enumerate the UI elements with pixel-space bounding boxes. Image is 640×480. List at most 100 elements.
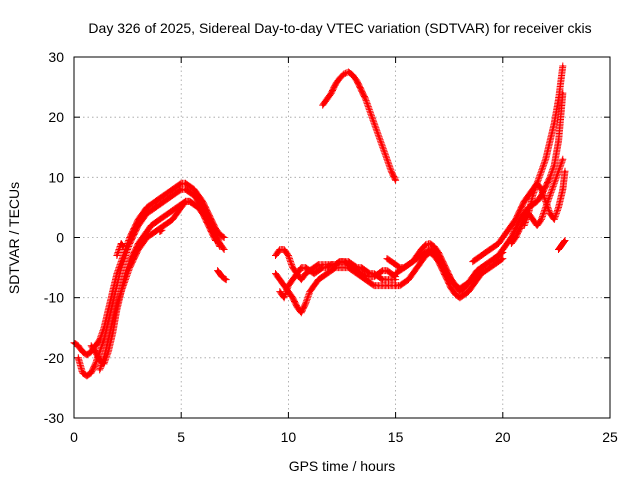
data-point (205, 218, 209, 221)
data-point (480, 254, 483, 257)
data-point (188, 191, 191, 194)
data-point (282, 248, 286, 251)
data-point (274, 254, 277, 257)
data-point (381, 146, 384, 149)
data-point (368, 109, 372, 113)
data-point (360, 266, 363, 269)
data-point (304, 272, 307, 275)
data-point (471, 260, 474, 263)
x-tick-label: 10 (281, 429, 297, 445)
data-point (137, 242, 140, 245)
data-point (390, 284, 393, 287)
data-point (484, 263, 487, 266)
data-point (377, 272, 380, 275)
data-point (488, 260, 492, 263)
data-point (175, 191, 179, 194)
data-point (381, 278, 384, 281)
data-series (70, 62, 569, 380)
data-point (351, 73, 354, 77)
y-tick-label: 30 (48, 49, 64, 65)
data-point (475, 278, 479, 281)
data-point (437, 257, 440, 260)
data-point (514, 218, 517, 221)
data-point (437, 251, 440, 254)
data-point (557, 248, 560, 251)
data-point (278, 290, 282, 293)
data-point (145, 236, 149, 239)
data-point (544, 158, 547, 161)
data-point (188, 185, 191, 188)
data-point (149, 233, 153, 236)
data-point (278, 248, 282, 251)
x-tick-label: 15 (388, 429, 404, 445)
data-point (160, 229, 164, 232)
data-point (402, 281, 406, 284)
data-point (527, 194, 530, 197)
data-point (411, 272, 414, 275)
data-point (141, 242, 144, 245)
data-point (390, 278, 393, 281)
data-point (321, 275, 324, 278)
data-point (145, 230, 149, 233)
data-point (561, 188, 565, 191)
data-point (89, 344, 93, 347)
data-point (167, 221, 170, 224)
data-point (458, 287, 462, 290)
data-point (559, 245, 562, 248)
data-point (98, 338, 101, 341)
data-point (137, 224, 140, 227)
data-point (377, 284, 380, 287)
data-point (553, 121, 556, 125)
data-point (158, 230, 161, 233)
data-point (424, 243, 427, 246)
data-point (312, 284, 316, 287)
data-point (115, 254, 119, 257)
data-point (518, 218, 522, 221)
series-s19-markers (555, 237, 569, 253)
data-point (154, 206, 157, 209)
data-point (553, 164, 556, 167)
data-point (222, 236, 226, 239)
data-point (180, 182, 183, 185)
data-point (445, 278, 449, 281)
data-point (475, 257, 479, 260)
data-point (510, 224, 513, 227)
data-point (98, 368, 101, 372)
data-point (300, 278, 303, 281)
data-point (94, 344, 97, 347)
data-point (523, 224, 526, 227)
data-point (394, 179, 397, 182)
data-point (463, 293, 466, 296)
data-point (220, 275, 224, 278)
data-point (154, 221, 157, 224)
data-point (364, 269, 367, 272)
x-tick-label: 5 (177, 429, 185, 445)
y-tick-label: 10 (48, 169, 64, 185)
data-point (372, 275, 376, 278)
data-point (484, 251, 487, 254)
data-point (540, 188, 543, 191)
data-point (338, 266, 342, 269)
data-point (488, 266, 492, 269)
data-point (493, 245, 496, 248)
series-s18 (520, 167, 569, 229)
data-point (471, 275, 474, 278)
y-axis-label: SDTVAR / TECUs (6, 182, 22, 294)
data-point (197, 200, 200, 203)
x-tick-label: 25 (602, 429, 618, 445)
data-point (548, 176, 552, 179)
data-point (531, 194, 535, 197)
data-point (535, 182, 539, 185)
data-point (441, 266, 444, 269)
data-point (111, 320, 114, 323)
data-point (137, 248, 140, 251)
data-point (535, 200, 539, 203)
data-point (188, 200, 191, 203)
data-point (518, 227, 522, 230)
data-point (368, 281, 372, 284)
data-point (493, 257, 496, 260)
data-point (158, 203, 161, 206)
series-s7 (156, 226, 166, 235)
data-point (385, 257, 389, 260)
data-point (364, 275, 367, 278)
